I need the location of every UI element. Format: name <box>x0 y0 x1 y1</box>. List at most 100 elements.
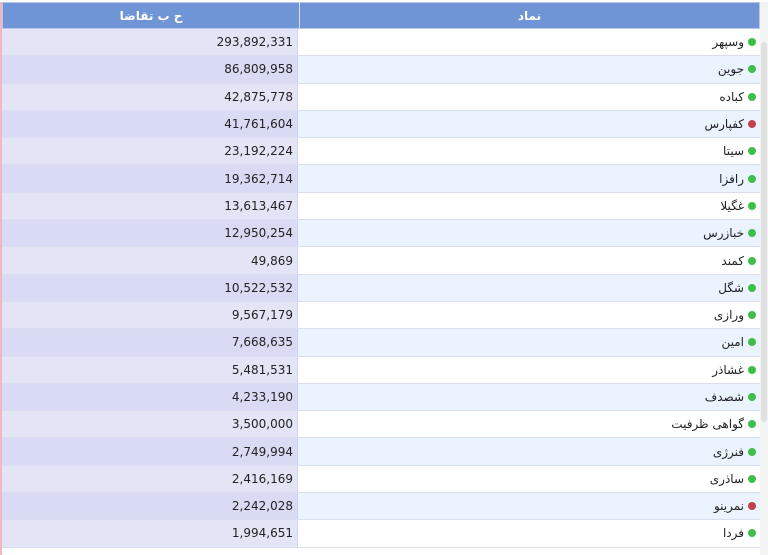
symbol-cell[interactable]: کمند <box>298 247 760 274</box>
status-dot-green-icon <box>748 474 756 483</box>
symbol-name: شصدف <box>704 390 744 404</box>
table-row[interactable]: 9,567,179 ورازی <box>2 301 760 330</box>
table-row[interactable]: 2,749,994 فنرژی <box>2 438 760 466</box>
column-header-demand[interactable]: ح ب تقاضا <box>3 3 300 28</box>
table-row[interactable]: 4,233,190 شصدف <box>2 383 760 412</box>
table-row[interactable]: 23,192,224 سیتا <box>2 138 760 166</box>
table-row[interactable]: 2,416,169 ساذری <box>2 465 760 494</box>
demand-volume-cell: 13,613,467 <box>2 192 298 220</box>
status-dot-green-icon <box>748 311 756 320</box>
data-table: ح ب تقاضا نماد 293,892,331 وسپهر 86,809,95… <box>2 2 760 548</box>
status-dot-green-icon <box>748 65 756 74</box>
symbol-label-group: شگل <box>718 281 756 295</box>
symbol-cell[interactable]: کباده <box>298 83 760 110</box>
demand-volume-cell: 23,192,224 <box>2 138 298 165</box>
table-row[interactable]: 13,613,467 غگیلا <box>2 192 760 221</box>
symbol-label-group: ورازی <box>714 308 756 322</box>
symbol-name: فنرژی <box>712 444 744 459</box>
symbol-label-group: وسپهر <box>712 35 756 49</box>
status-dot-green-icon <box>748 201 756 210</box>
symbol-name: وسپهر <box>712 35 744 50</box>
symbol-label-group: فنرژی <box>713 445 756 459</box>
symbol-cell[interactable]: ساذری <box>298 465 760 493</box>
symbol-name: سیتا <box>723 144 744 159</box>
table-row[interactable]: 10,522,532 شگل <box>2 274 760 302</box>
status-dot-green-icon <box>748 393 756 401</box>
demand-volume-cell: 7,668,635 <box>2 329 298 356</box>
demand-volume-cell: 9,567,179 <box>2 301 298 329</box>
symbol-name: کمند <box>721 253 744 268</box>
symbol-cell[interactable]: نمرینو <box>298 493 760 520</box>
symbol-label-group: کفپارس <box>704 117 756 131</box>
symbol-label-group: رافزا <box>719 172 756 186</box>
symbol-cell[interactable]: رافزا <box>298 165 760 192</box>
symbol-cell[interactable]: شگل <box>298 274 760 301</box>
status-dot-green-icon <box>748 447 756 456</box>
demand-volume-cell: 4,233,190 <box>2 383 298 411</box>
demand-volume-cell: 3,500,000 <box>2 411 298 438</box>
symbol-cell[interactable]: گواهی ظرفیت <box>298 411 760 438</box>
symbol-name: شگل <box>718 280 744 295</box>
demand-volume-cell: 2,242,028 <box>2 493 298 520</box>
symbol-label-group: کباده <box>719 90 756 104</box>
status-dot-green-icon <box>748 338 756 347</box>
symbol-cell[interactable]: غگیلا <box>298 192 760 220</box>
demand-volume-cell: 10,522,532 <box>2 274 298 301</box>
column-header-symbol[interactable]: نماد <box>517 8 542 23</box>
demand-volume-cell: 293,892,331 <box>2 29 298 56</box>
symbol-cell[interactable]: غشاذر <box>298 356 760 383</box>
symbol-label-group: شصدف <box>705 390 756 404</box>
status-dot-green-icon <box>748 256 756 265</box>
symbol-cell[interactable]: فنرژی <box>298 438 760 465</box>
table-row[interactable]: 7,668,635 امین <box>2 329 760 357</box>
status-dot-green-icon <box>748 529 756 538</box>
symbol-name: ساذری <box>709 471 744 486</box>
symbol-label-group: نمرینو <box>714 499 756 513</box>
status-dot-red-icon <box>748 502 756 511</box>
symbol-cell[interactable]: امین <box>298 329 760 356</box>
symbol-cell[interactable]: سیتا <box>298 138 760 165</box>
status-dot-red-icon <box>748 120 756 129</box>
table-row[interactable]: 86,809,958 جوین <box>2 56 760 84</box>
scrollbar-thumb[interactable] <box>761 42 767 422</box>
status-dot-green-icon <box>748 147 756 156</box>
status-dot-green-icon <box>748 420 756 429</box>
table-row[interactable]: 293,892,331 وسپهر <box>2 29 760 57</box>
status-dot-green-icon <box>748 229 756 238</box>
demand-volume-cell: 5,481,531 <box>2 356 298 383</box>
demand-volume-cell: 2,416,169 <box>2 465 298 493</box>
table-row[interactable]: 49,869 کمند <box>2 247 760 275</box>
table-body: 293,892,331 وسپهر 86,809,958 جوین 42,875,778… <box>2 29 760 548</box>
symbol-cell[interactable]: شصدف <box>298 383 760 411</box>
symbol-label-group: سیتا <box>723 144 756 158</box>
vertical-scrollbar[interactable] <box>760 2 768 555</box>
symbol-label-group: گواهی ظرفیت <box>671 417 756 431</box>
status-dot-green-icon <box>748 38 756 47</box>
symbol-cell[interactable]: فردا <box>298 520 760 547</box>
table-header: ح ب تقاضا نماد <box>2 2 760 29</box>
table-row[interactable]: 12,950,254 خبازرس <box>2 220 760 248</box>
symbol-label-group: فردا <box>723 526 756 540</box>
table-row[interactable]: 19,362,714 رافزا <box>2 165 760 193</box>
symbol-label-group: جوین <box>718 62 756 76</box>
symbol-name: خبازرس <box>703 226 744 241</box>
table-row[interactable]: 41,761,604 کفپارس <box>2 110 760 139</box>
symbol-name: جوین <box>717 62 744 77</box>
symbol-name: غگیلا <box>720 198 744 213</box>
symbol-cell[interactable]: جوین <box>298 56 760 83</box>
table-row[interactable]: 2,242,028 نمرینو <box>2 493 760 521</box>
demand-volume-cell: 12,950,254 <box>2 220 298 247</box>
table-row[interactable]: 1,994,651 فردا <box>2 520 760 548</box>
symbol-cell[interactable]: کفپارس <box>298 110 760 138</box>
status-dot-green-icon <box>748 283 756 292</box>
table-row[interactable]: 3,500,000 گواهی ظرفیت <box>2 411 760 439</box>
symbol-cell[interactable]: ورازی <box>298 301 760 329</box>
symbol-cell[interactable]: وسپهر <box>298 29 760 56</box>
symbol-name: نمرینو <box>713 499 744 514</box>
symbol-name: فردا <box>722 526 744 541</box>
table-row[interactable]: 5,481,531 غشاذر <box>2 356 760 384</box>
table-row[interactable]: 42,875,778 کباده <box>2 83 760 111</box>
demand-volume-cell: 86,809,958 <box>2 56 298 83</box>
symbol-cell[interactable]: خبازرس <box>298 220 760 247</box>
